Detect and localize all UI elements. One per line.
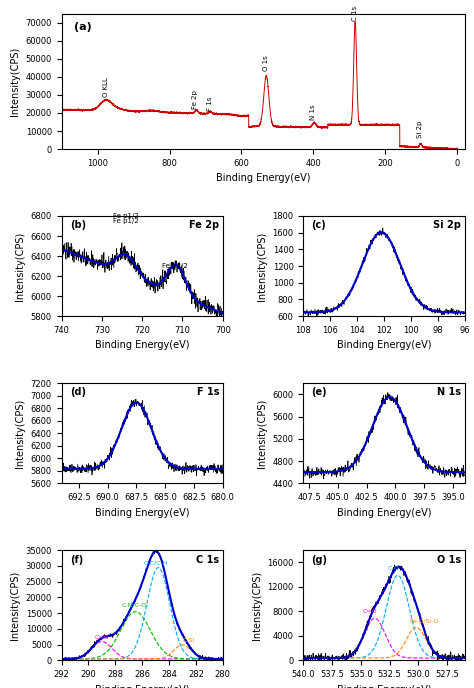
Y-axis label: Intensity(CPS): Intensity(CPS)	[10, 571, 20, 640]
Y-axis label: Intensity(CPS): Intensity(CPS)	[15, 398, 25, 468]
Text: (c): (c)	[311, 220, 326, 230]
Text: C-Si: C-Si	[183, 638, 195, 643]
Text: C-N/C-O-: C-N/C-O-	[122, 603, 149, 608]
Text: C 1s: C 1s	[352, 6, 358, 21]
Text: (a): (a)	[74, 22, 91, 32]
Text: Fe p3/2: Fe p3/2	[162, 263, 187, 269]
Text: (d): (d)	[70, 387, 86, 397]
Y-axis label: Intensity(CPS): Intensity(CPS)	[15, 231, 25, 301]
Y-axis label: Intensity(CPS): Intensity(CPS)	[252, 571, 262, 640]
X-axis label: Binding Energy(eV): Binding Energy(eV)	[216, 173, 310, 183]
X-axis label: Binding Energy(eV): Binding Energy(eV)	[337, 341, 431, 350]
Text: (b): (b)	[70, 220, 86, 230]
Y-axis label: Intensity(CPS): Intensity(CPS)	[257, 398, 267, 468]
X-axis label: Binding Energy(eV): Binding Energy(eV)	[337, 685, 431, 688]
Text: F 1s: F 1s	[207, 97, 213, 111]
Y-axis label: Intensity(CPS): Intensity(CPS)	[10, 47, 20, 116]
Text: (g): (g)	[311, 555, 328, 566]
Text: Si 2p: Si 2p	[433, 220, 461, 230]
Text: O 1s: O 1s	[437, 555, 461, 566]
X-axis label: Binding Energy(eV): Binding Energy(eV)	[95, 341, 190, 350]
Y-axis label: Intensity(CPS): Intensity(CPS)	[257, 231, 267, 301]
Text: Fe-O/Si-O: Fe-O/Si-O	[410, 619, 439, 623]
Text: Fe p1/2: Fe p1/2	[113, 213, 139, 219]
Text: N 1s: N 1s	[438, 387, 461, 397]
Text: N 1s: N 1s	[310, 105, 317, 120]
Text: O KLL: O KLL	[102, 77, 109, 97]
Text: C-O: C-O	[387, 566, 399, 571]
Text: Fe 2p: Fe 2p	[190, 220, 219, 230]
Text: (e): (e)	[311, 387, 327, 397]
Text: C 1s: C 1s	[196, 555, 219, 566]
Text: O 1s: O 1s	[263, 56, 269, 72]
Text: Fe p1/2: Fe p1/2	[113, 218, 139, 224]
X-axis label: Binding Energy(eV): Binding Energy(eV)	[337, 508, 431, 517]
Text: Si 2p: Si 2p	[417, 121, 423, 138]
X-axis label: Binding Energy(eV): Binding Energy(eV)	[95, 508, 190, 517]
X-axis label: Binding Energy(eV): Binding Energy(eV)	[95, 685, 190, 688]
Text: C-C/C-H: C-C/C-H	[143, 561, 168, 566]
Text: (f): (f)	[70, 555, 83, 566]
Text: F 1s: F 1s	[197, 387, 219, 397]
Text: C=O: C=O	[95, 635, 109, 640]
Text: Fe 2p: Fe 2p	[191, 91, 198, 109]
Text: C=O: C=O	[363, 609, 377, 614]
